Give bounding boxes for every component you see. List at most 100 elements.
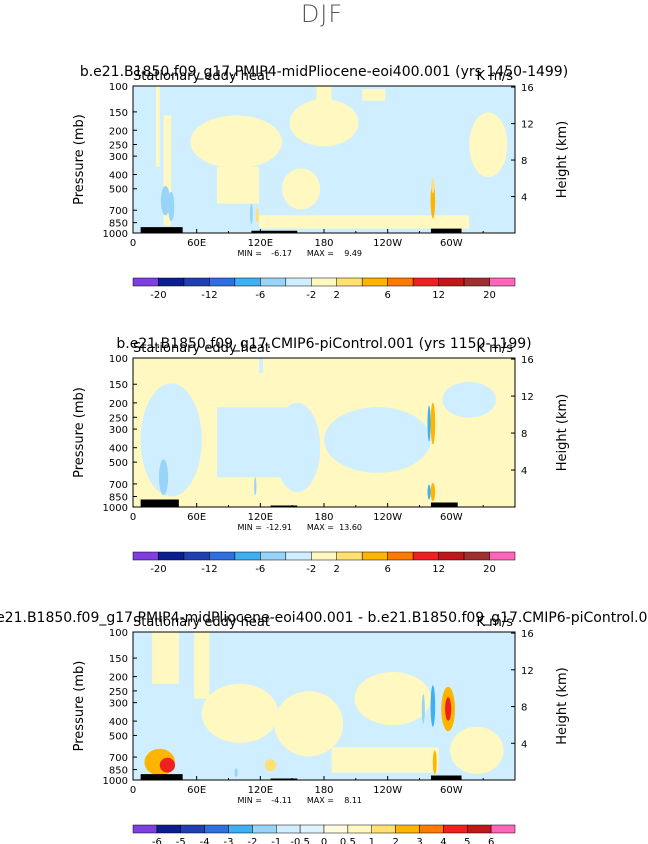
field-region: [289, 99, 359, 147]
panel-title: b.e21.B1850.f09_g17.PMIP4-midPliocene-eo…: [80, 64, 568, 80]
field-region: [450, 726, 504, 775]
y2-tick-label: 4: [521, 739, 527, 750]
y2-tick-label: 4: [521, 466, 527, 477]
y-tick-label: 400: [109, 717, 128, 728]
colorbar-swatch: [490, 824, 516, 834]
field-region: [201, 683, 279, 744]
x-tick-label: 120E: [248, 238, 273, 249]
y2-tick-label: 12: [521, 666, 534, 677]
y2-tick-label: 12: [521, 392, 534, 403]
colorbar-swatch: [463, 277, 490, 287]
colorbar-label: -1: [271, 837, 281, 844]
y-tick-label: 300: [109, 699, 128, 710]
chart-panel-2: b.e21.B1850.f09_g17.CMIP6-piControl.001 …: [72, 336, 570, 575]
y2-tick-label: 8: [521, 429, 527, 440]
colorbar: -20 -12 -6 -2 2 6 12 20: [132, 551, 516, 575]
colorbar-swatch: [463, 551, 490, 561]
x-tick-label: 0: [130, 512, 136, 523]
colorbar-label: 2: [334, 564, 340, 575]
y-tick-label: 850: [109, 219, 128, 230]
colorbar-swatch: [158, 551, 185, 561]
colorbar-label: -12: [201, 290, 217, 301]
x-tick-label: 60W: [440, 238, 463, 249]
colorbar-swatch: [489, 277, 516, 287]
colorbar-swatch: [443, 824, 468, 834]
field-region: [362, 88, 386, 101]
y2-axis-label: Height (km): [555, 667, 570, 744]
y-tick-label: 500: [109, 458, 128, 469]
colorbar-label: 6: [384, 564, 390, 575]
colorbar-swatch: [156, 824, 181, 834]
season-title: DJF: [301, 0, 343, 28]
field-feature: [427, 405, 431, 442]
x-tick-label: 60E: [187, 785, 206, 796]
colorbar-label: -6: [255, 290, 265, 301]
field-region: [155, 86, 160, 167]
field-feature: [254, 477, 257, 496]
colorbar-label: 6: [384, 290, 390, 301]
colorbar-swatch: [347, 824, 372, 834]
max-value: 8.11: [344, 796, 362, 805]
x-tick-label: 120W: [373, 512, 402, 523]
colorbar-label: -2: [247, 837, 257, 844]
colorbar-swatch: [252, 824, 277, 834]
colorbar-swatch: [412, 277, 439, 287]
colorbar-swatch: [234, 551, 261, 561]
min-label: MIN =: [238, 796, 263, 805]
field-feature: [430, 685, 436, 727]
field-region: [217, 166, 260, 204]
colorbar-swatch: [183, 551, 210, 561]
y-tick-label: 1000: [103, 776, 128, 787]
colorbar-label: 4: [440, 837, 446, 844]
field-region: [190, 115, 282, 169]
colorbar-label: -12: [201, 564, 217, 575]
x-tick-label: 0: [130, 238, 136, 249]
panel-title: b.e21.B1850.f09_g17.PMIP4-midPliocene-eo…: [0, 610, 648, 626]
y-tick-label: 1000: [103, 503, 128, 514]
min-label: MIN =: [238, 523, 263, 532]
colorbar-label: 2: [334, 290, 340, 301]
colorbar-swatch: [438, 551, 465, 561]
x-tick-label: 120W: [373, 785, 402, 796]
field-region: [194, 632, 210, 699]
field-feature: [432, 750, 437, 775]
colorbar-label: -5: [176, 837, 186, 844]
field-feature: [234, 768, 238, 778]
field-region: [331, 747, 439, 773]
y-tick-label: 500: [109, 185, 128, 196]
colorbar-swatch: [311, 551, 337, 561]
colorbar-label: -2: [306, 564, 316, 575]
y2-tick-label: 16: [521, 83, 534, 94]
topography-mask: [430, 502, 458, 507]
y-axis-label: Pressure (mb): [72, 661, 87, 752]
topography-mask: [140, 227, 183, 233]
field-region: [259, 358, 263, 373]
chart-panel-3: b.e21.B1850.f09_g17.PMIP4-midPliocene-eo…: [0, 610, 648, 844]
colorbar-label: 20: [483, 290, 496, 301]
y2-tick-label: 16: [521, 629, 534, 640]
y-tick-label: 250: [109, 140, 128, 151]
y-tick-label: 100: [109, 82, 128, 93]
field-region: [445, 697, 452, 721]
y-tick-label: 250: [109, 687, 128, 698]
colorbar-label: 0: [321, 837, 327, 844]
units-label: K m/s: [477, 69, 514, 84]
field-feature: [160, 185, 171, 216]
field-region: [354, 671, 431, 726]
chart-panel-1: b.e21.B1850.f09_g17.PMIP4-midPliocene-eo…: [72, 64, 570, 301]
y-tick-label: 200: [109, 126, 128, 137]
colorbar-swatch: [489, 551, 516, 561]
colorbar-swatch: [276, 824, 301, 834]
x-tick-label: 60E: [187, 238, 206, 249]
field-region: [163, 115, 172, 226]
field-feature: [427, 484, 431, 500]
colorbar-swatch: [228, 824, 253, 834]
colorbar-swatch: [132, 277, 159, 287]
y-tick-label: 700: [109, 753, 128, 764]
units-label: K m/s: [477, 341, 514, 356]
colorbar: -20 -12 -6 -2 2 6 12 20: [132, 277, 516, 301]
field-region: [281, 168, 321, 210]
min-value: -6.17: [271, 249, 292, 258]
colorbar-label: 12: [432, 290, 445, 301]
